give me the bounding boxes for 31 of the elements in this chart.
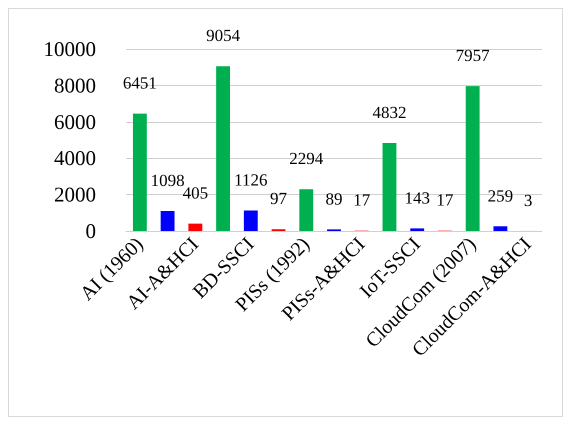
data-label: 97 <box>270 189 288 208</box>
bar <box>188 224 202 231</box>
y-tick-label: 4000 <box>54 146 96 170</box>
y-tick-label: 10000 <box>44 37 96 61</box>
data-label: 3 <box>524 190 532 210</box>
data-label: 17 <box>436 190 454 210</box>
data-label: 1126 <box>234 170 268 190</box>
bar <box>382 143 396 231</box>
bar <box>466 86 480 231</box>
data-label: 259 <box>488 186 514 206</box>
y-tick-label: 8000 <box>54 73 96 98</box>
data-label: 6451 <box>122 74 157 93</box>
bar <box>216 66 230 231</box>
data-label: 9054 <box>206 26 241 46</box>
y-tick-label: 0 <box>86 219 96 243</box>
bar <box>410 228 424 231</box>
data-label: 2294 <box>289 149 324 168</box>
bar <box>244 210 258 231</box>
bar <box>160 211 175 231</box>
bar <box>132 114 147 231</box>
data-label: 4832 <box>372 103 406 122</box>
bar <box>493 226 508 231</box>
data-label: 1098 <box>150 171 185 190</box>
bar <box>299 189 314 231</box>
data-label: 7957 <box>456 46 490 66</box>
y-tick-label: 6000 <box>54 110 96 134</box>
data-label: 143 <box>404 188 430 208</box>
data-label: 89 <box>326 189 342 208</box>
y-tick-label: 2000 <box>54 182 96 207</box>
data-label: 17 <box>353 190 371 210</box>
data-label: 405 <box>182 184 208 203</box>
